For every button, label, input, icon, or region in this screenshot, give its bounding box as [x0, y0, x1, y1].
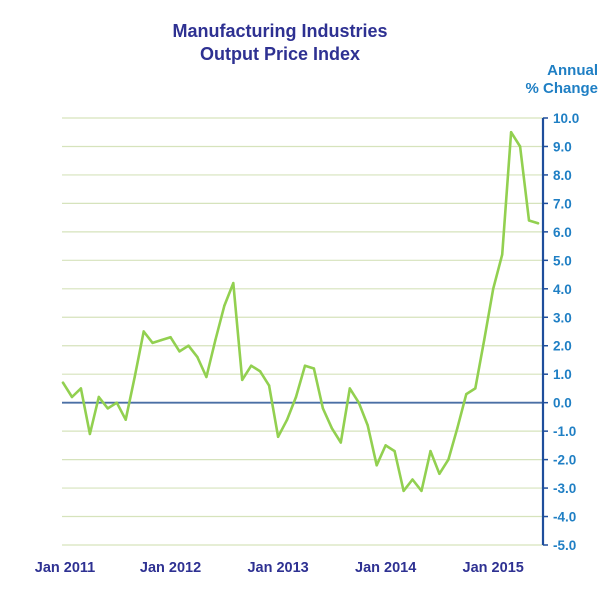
data-point [106, 407, 110, 410]
data-point [456, 427, 459, 430]
data-point [151, 341, 154, 345]
data-point [447, 458, 450, 461]
data-point [312, 367, 316, 370]
y-tick-label: 8.0 [553, 168, 572, 183]
data-point [438, 472, 441, 476]
data-point [124, 418, 127, 421]
chart-title-line-2: Output Price Index [199, 44, 361, 64]
data-point [142, 330, 145, 333]
data-point [178, 350, 181, 353]
data-point [250, 364, 253, 367]
data-point [160, 338, 163, 342]
data-point [384, 444, 387, 447]
y-tick-label: 2.0 [553, 339, 572, 354]
data-point [196, 355, 199, 359]
data-point [88, 432, 92, 436]
chart-title-line-1: Manufacturing Industries [172, 21, 388, 41]
y-tick-label: 7.0 [553, 196, 572, 211]
series-line [61, 130, 540, 493]
data-point [375, 464, 378, 467]
data-point [321, 407, 325, 410]
data-point [357, 401, 360, 404]
y-tick-label: 4.0 [553, 282, 572, 297]
data-point [79, 387, 83, 390]
y-tick-label: -1.0 [553, 424, 576, 439]
data-point [411, 478, 414, 481]
data-point [518, 145, 522, 148]
data-point [366, 424, 369, 427]
y-tick-label: 10.0 [553, 111, 579, 126]
data-point [61, 381, 65, 384]
y-tick-label: -5.0 [553, 538, 576, 553]
x-tick-label: Jan 2012 [140, 560, 201, 576]
data-point [429, 449, 432, 453]
series-group [61, 130, 540, 493]
data-point [223, 304, 226, 308]
data-point [169, 335, 172, 339]
y-tick-labels: 10.0 9.0 8.0 7.0 6.0 5.0 4.0 3.0 2.0 1.0 0.0 -1.0 -2… [553, 111, 579, 553]
y-tick-label: 9.0 [553, 139, 572, 154]
data-point [241, 378, 244, 382]
data-point [348, 387, 351, 390]
data-point [491, 287, 495, 290]
y-tick-label: 3.0 [553, 310, 572, 325]
data-point [133, 375, 136, 379]
data-point [70, 395, 74, 399]
data-point [303, 364, 307, 367]
y-tick-label: 6.0 [553, 225, 572, 240]
x-tick-label: Jan 2014 [355, 560, 416, 576]
y-tick-label: -4.0 [553, 510, 576, 525]
y-tick-label: 1.0 [553, 367, 572, 382]
y-tick-label: -3.0 [553, 481, 576, 496]
data-point [536, 222, 540, 225]
chart-title: Manufacturing Industries Output Price In… [120, 20, 440, 66]
x-tick-labels: Jan 2011 Jan 2012 Jan 2013 Jan 2014 Jan 2015 [35, 560, 524, 576]
y-tick-label: 5.0 [553, 253, 572, 268]
data-point [97, 395, 101, 399]
y-axis-label-line-1: Annual [547, 62, 598, 79]
data-point [285, 418, 289, 421]
data-point [500, 253, 504, 256]
data-point [474, 387, 477, 390]
data-point [276, 435, 280, 439]
data-point [232, 281, 235, 285]
data-point [267, 384, 271, 387]
data-point [393, 449, 396, 453]
data-point [294, 395, 298, 399]
data-point [330, 427, 334, 430]
axes [62, 117, 548, 546]
x-tick-label: Jan 2011 [35, 560, 95, 576]
data-point [420, 489, 423, 493]
y-axis-label: Annual % Change [498, 62, 598, 98]
x-tick-label: Jan 2015 [463, 560, 524, 576]
data-point [187, 344, 190, 347]
data-point [509, 131, 513, 134]
y-axis-label-line-2: % Change [525, 80, 598, 97]
data-point [214, 338, 217, 342]
data-point [483, 338, 486, 342]
data-point [402, 489, 405, 493]
gridlines [62, 117, 543, 546]
y-tick-label: 0.0 [553, 396, 572, 411]
y-tick-label: -2.0 [553, 453, 576, 468]
data-point [339, 441, 343, 444]
data-point [465, 392, 468, 396]
data-point [527, 219, 531, 222]
data-point [115, 401, 118, 404]
data-point [205, 375, 208, 379]
x-tick-label: Jan 2013 [247, 560, 308, 576]
data-point [258, 370, 262, 373]
